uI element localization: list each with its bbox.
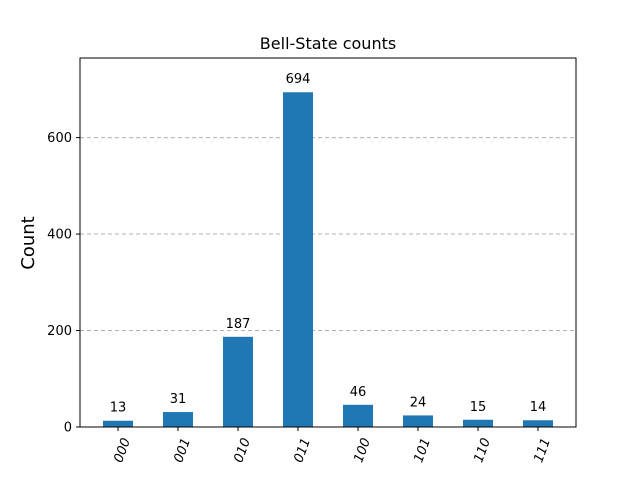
x-tick-label: 110 [471,436,494,464]
x-tick-label: 010 [231,436,254,464]
data-label: 187 [226,317,251,332]
x-tick-label: 000 [111,436,134,464]
y-axis-ticks: 0 200 400 600 [47,131,80,436]
bars [103,92,553,427]
y-tick-label: 400 [47,228,72,243]
data-labels: 13 31 187 694 46 24 15 14 [110,72,547,415]
bar-100 [343,404,373,427]
chart-title: Bell-State counts [260,34,396,53]
bar-010 [223,336,253,427]
x-tick-label: 111 [531,436,554,464]
y-tick-label: 600 [47,131,72,146]
data-label: 15 [470,400,487,415]
x-axis-ticks: 000 001 010 011 100 101 110 111 [111,427,554,465]
x-tick-label: 100 [351,436,374,464]
data-label: 24 [410,395,427,410]
bar-111 [523,420,553,427]
y-axis-label: Count [18,216,39,269]
data-label: 13 [110,401,127,416]
data-label: 14 [530,400,547,415]
bar-001 [163,412,193,427]
data-label: 31 [170,392,187,407]
x-tick-label: 001 [171,436,194,464]
data-label: 694 [286,72,311,87]
bar-110 [463,419,493,427]
plot-frame [79,57,577,428]
y-tick-label: 200 [47,324,72,339]
y-tick-label: 0 [64,421,72,436]
bar-000 [103,420,133,427]
grid-lines [80,137,576,332]
x-tick-label: 011 [291,436,314,464]
bar-101 [403,415,433,427]
bar-011 [283,92,313,427]
data-label: 46 [350,385,367,400]
x-tick-label: 101 [411,436,434,464]
